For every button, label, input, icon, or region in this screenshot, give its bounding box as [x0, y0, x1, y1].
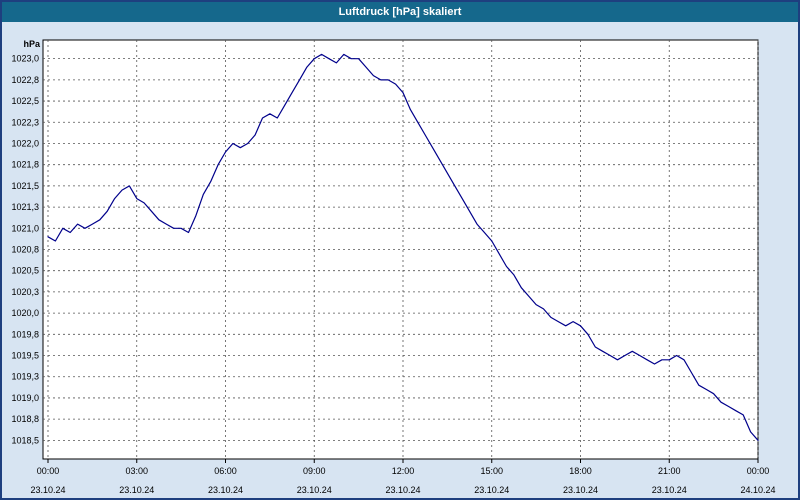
svg-text:1023,0: 1023,0: [11, 54, 39, 64]
svg-text:1020,5: 1020,5: [11, 266, 39, 276]
svg-text:12:00: 12:00: [392, 466, 415, 476]
chart-container: 1023,0 1022,8 1022,5 1022,3 1022,0 1021,8 1021…: [2, 22, 798, 498]
svg-text:1019,5: 1019,5: [11, 351, 39, 361]
window-titlebar: Luftdruck [hPa] skaliert: [2, 2, 798, 22]
svg-text:21:00: 21:00: [658, 466, 681, 476]
svg-text:23.10.24: 23.10.24: [652, 485, 687, 495]
svg-text:23.10.24: 23.10.24: [563, 485, 598, 495]
svg-text:1020,0: 1020,0: [11, 308, 39, 318]
svg-text:1022,3: 1022,3: [11, 117, 39, 127]
svg-text:23.10.24: 23.10.24: [385, 485, 420, 495]
svg-text:1019,0: 1019,0: [11, 393, 39, 403]
svg-text:1021,0: 1021,0: [11, 223, 39, 233]
svg-text:03:00: 03:00: [125, 466, 148, 476]
svg-text:23.10.24: 23.10.24: [208, 485, 243, 495]
svg-text:1020,8: 1020,8: [11, 245, 39, 255]
svg-text:09:00: 09:00: [303, 466, 326, 476]
svg-text:00:00: 00:00: [37, 466, 60, 476]
svg-text:00:00: 00:00: [747, 466, 770, 476]
svg-text:24.10.24: 24.10.24: [740, 485, 775, 495]
svg-text:1022,8: 1022,8: [11, 75, 39, 85]
svg-text:1021,8: 1021,8: [11, 160, 39, 170]
svg-text:15:00: 15:00: [480, 466, 503, 476]
svg-text:1022,5: 1022,5: [11, 96, 39, 106]
svg-text:1019,8: 1019,8: [11, 329, 39, 339]
svg-text:hPa: hPa: [23, 39, 41, 49]
svg-text:23.10.24: 23.10.24: [474, 485, 509, 495]
svg-text:1018,5: 1018,5: [11, 435, 39, 445]
svg-text:1021,5: 1021,5: [11, 181, 39, 191]
svg-text:23.10.24: 23.10.24: [119, 485, 154, 495]
svg-text:1020,3: 1020,3: [11, 287, 39, 297]
svg-text:06:00: 06:00: [214, 466, 237, 476]
window-title: Luftdruck [hPa] skaliert: [338, 6, 462, 18]
svg-text:18:00: 18:00: [569, 466, 592, 476]
svg-text:1019,3: 1019,3: [11, 372, 39, 382]
svg-text:1022,0: 1022,0: [11, 138, 39, 148]
pressure-line-chart: 1023,0 1022,8 1022,5 1022,3 1022,0 1021,8 1021…: [11, 39, 775, 495]
svg-text:1021,3: 1021,3: [11, 202, 39, 212]
svg-text:23.10.24: 23.10.24: [297, 485, 332, 495]
svg-text:1018,8: 1018,8: [11, 414, 39, 424]
svg-text:23.10.24: 23.10.24: [30, 485, 65, 495]
